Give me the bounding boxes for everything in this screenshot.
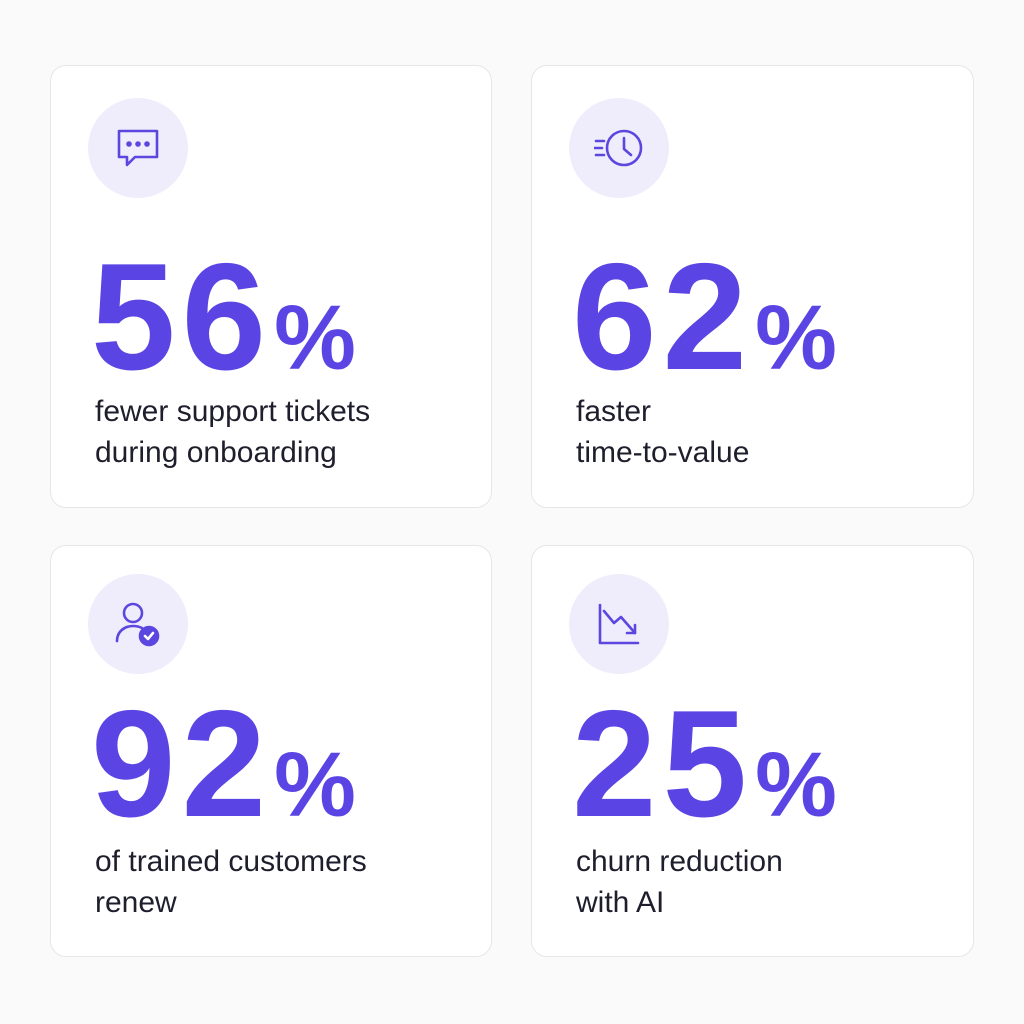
stat-number: 92 [91,679,273,849]
icon-clock [569,98,669,198]
stat-number: 62 [572,232,754,402]
stat-number: 56 [91,232,273,402]
stat-value: 56% [91,241,356,393]
stat-card: 92% of trained customers renew [50,545,492,957]
description-line: renew [95,886,177,919]
stat-unit: % [755,734,837,836]
icon-user-check [88,574,188,674]
stat-unit: % [274,287,356,389]
icon-trend-down [569,574,669,674]
stat-description: faster time-to-value [576,391,749,473]
stat-card: 56% fewer support tickets during onboardi… [50,65,492,508]
description-line: during onboarding [95,436,337,469]
stat-value: 92% [91,688,356,840]
description-line: with AI [576,886,665,919]
stat-description: churn reduction with AI [576,841,783,923]
description-line: churn reduction [576,845,783,878]
stat-unit: % [274,734,356,836]
description-line: fewer support tickets [95,395,371,428]
stat-number: 25 [572,679,754,849]
stat-description: fewer support tickets during onboarding [95,391,370,473]
stat-value: 62% [572,241,837,393]
description-line: of trained customers [95,845,367,878]
stat-description: of trained customers renew [95,841,367,923]
stat-value: 25% [572,688,837,840]
icon-chat [88,98,188,198]
description-line: faster [576,395,652,428]
stat-card: 25% churn reduction with AI [531,545,974,957]
stat-card: 62% faster time-to-value [531,65,974,508]
stat-unit: % [755,287,837,389]
description-line: time-to-value [576,436,750,469]
